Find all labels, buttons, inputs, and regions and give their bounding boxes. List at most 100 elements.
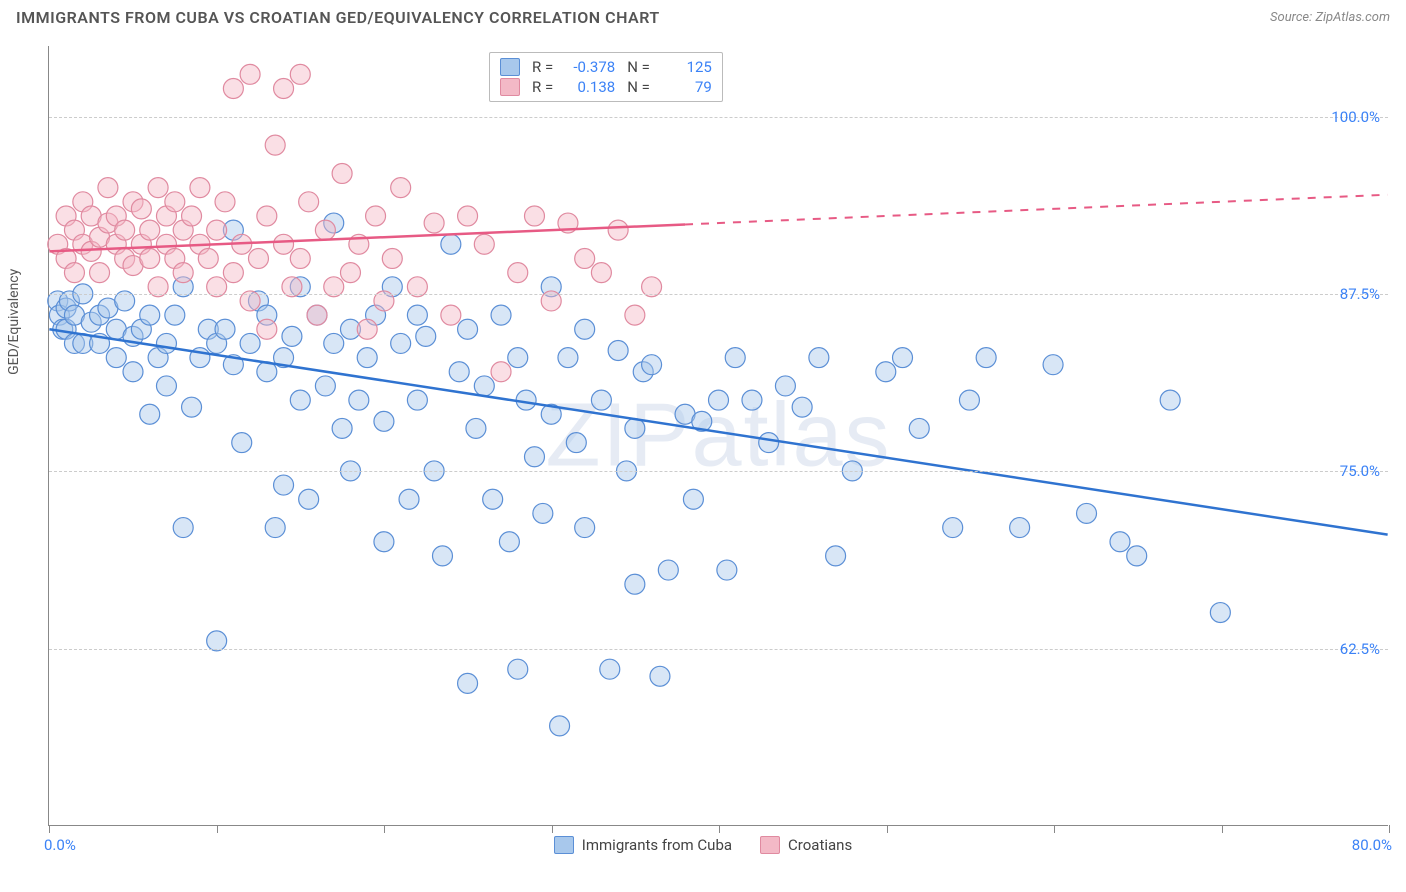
scatter-point — [274, 79, 294, 99]
scatter-point — [1010, 518, 1030, 538]
scatter-point — [491, 305, 511, 325]
stats-n-value: 125 — [662, 58, 712, 76]
scatter-point — [508, 263, 528, 283]
scatter-point — [315, 376, 335, 396]
scatter-point — [608, 220, 628, 240]
scatter-point — [625, 574, 645, 594]
scatter-point — [943, 518, 963, 538]
scatter-point — [332, 163, 352, 183]
scatter-point — [909, 418, 929, 438]
scatter-point — [1127, 546, 1147, 566]
scatter-point — [299, 192, 319, 212]
legend-item: Croatians — [760, 836, 852, 854]
scatter-point — [458, 206, 478, 226]
source-attribution: Source: ZipAtlas.com — [1270, 10, 1390, 25]
scatter-point — [290, 248, 310, 268]
scatter-point — [140, 305, 160, 325]
stats-r-value: -0.378 — [565, 58, 615, 76]
source-prefix: Source: — [1270, 10, 1315, 25]
stats-r-value: 0.138 — [565, 78, 615, 96]
stats-row: R =-0.378N =125 — [500, 57, 712, 77]
y-tick-label: 100.0% — [1331, 108, 1380, 126]
scatter-point — [876, 362, 896, 382]
scatter-point — [441, 234, 461, 254]
scatter-point — [332, 418, 352, 438]
x-tick — [1389, 825, 1390, 833]
y-tick-label: 75.0% — [1340, 462, 1380, 480]
scatter-point — [474, 376, 494, 396]
scatter-point — [265, 135, 285, 155]
stats-row: R =0.138N =79 — [500, 77, 712, 97]
legend-swatch — [500, 78, 520, 96]
scatter-point — [683, 489, 703, 509]
scatter-point — [407, 305, 427, 325]
scatter-point — [215, 192, 235, 212]
scatter-point — [742, 390, 762, 410]
scatter-point — [366, 206, 386, 226]
scatter-point — [140, 220, 160, 240]
scatter-point — [64, 263, 84, 283]
scatter-svg — [49, 46, 1388, 825]
scatter-point — [374, 411, 394, 431]
x-tick — [552, 825, 553, 833]
scatter-point — [591, 263, 611, 283]
scatter-point — [650, 666, 670, 686]
legend-item: Immigrants from Cuba — [554, 836, 732, 854]
scatter-point — [759, 433, 779, 453]
y-tick-label: 62.5% — [1340, 640, 1380, 658]
scatter-point — [792, 397, 812, 417]
scatter-point — [207, 220, 227, 240]
scatter-point — [198, 248, 218, 268]
scatter-point — [148, 178, 168, 198]
scatter-point — [240, 64, 260, 84]
scatter-point — [458, 673, 478, 693]
scatter-point — [324, 333, 344, 353]
scatter-point — [1043, 355, 1063, 375]
stats-n-label: N = — [627, 58, 650, 76]
scatter-point — [140, 404, 160, 424]
x-tick — [719, 825, 720, 833]
scatter-point — [600, 659, 620, 679]
legend-swatch — [500, 58, 520, 76]
chart-title: IMMIGRANTS FROM CUBA VS CROATIAN GED/EQU… — [16, 8, 660, 27]
scatter-point — [441, 305, 461, 325]
legend-swatch — [554, 836, 574, 854]
scatter-point — [223, 263, 243, 283]
x-tick — [217, 825, 218, 833]
scatter-point — [1110, 532, 1130, 552]
x-tick — [49, 825, 50, 833]
scatter-point — [374, 532, 394, 552]
scatter-point — [709, 390, 729, 410]
scatter-point — [282, 326, 302, 346]
scatter-point — [608, 341, 628, 361]
scatter-point — [156, 333, 176, 353]
scatter-point — [265, 518, 285, 538]
stats-legend-box: R =-0.378N =125R =0.138N =79 — [489, 52, 723, 102]
scatter-point — [215, 319, 235, 339]
scatter-point — [499, 532, 519, 552]
x-tick — [384, 825, 385, 833]
scatter-point — [508, 659, 528, 679]
scatter-point — [257, 206, 277, 226]
scatter-point — [223, 79, 243, 99]
scatter-point — [1160, 390, 1180, 410]
scatter-point — [115, 220, 135, 240]
scatter-point — [449, 362, 469, 382]
scatter-point — [274, 234, 294, 254]
scatter-point — [483, 489, 503, 509]
scatter-point — [432, 546, 452, 566]
stats-n-label: N = — [627, 78, 650, 96]
scatter-point — [416, 326, 436, 346]
scatter-point — [340, 263, 360, 283]
scatter-point — [959, 390, 979, 410]
scatter-point — [173, 518, 193, 538]
scatter-point — [491, 362, 511, 382]
scatter-point — [725, 348, 745, 368]
scatter-point — [290, 64, 310, 84]
scatter-point — [1210, 603, 1230, 623]
scatter-point — [307, 305, 327, 325]
scatter-point — [290, 390, 310, 410]
gridline — [49, 471, 1388, 472]
x-tick — [1222, 825, 1223, 833]
scatter-point — [165, 305, 185, 325]
